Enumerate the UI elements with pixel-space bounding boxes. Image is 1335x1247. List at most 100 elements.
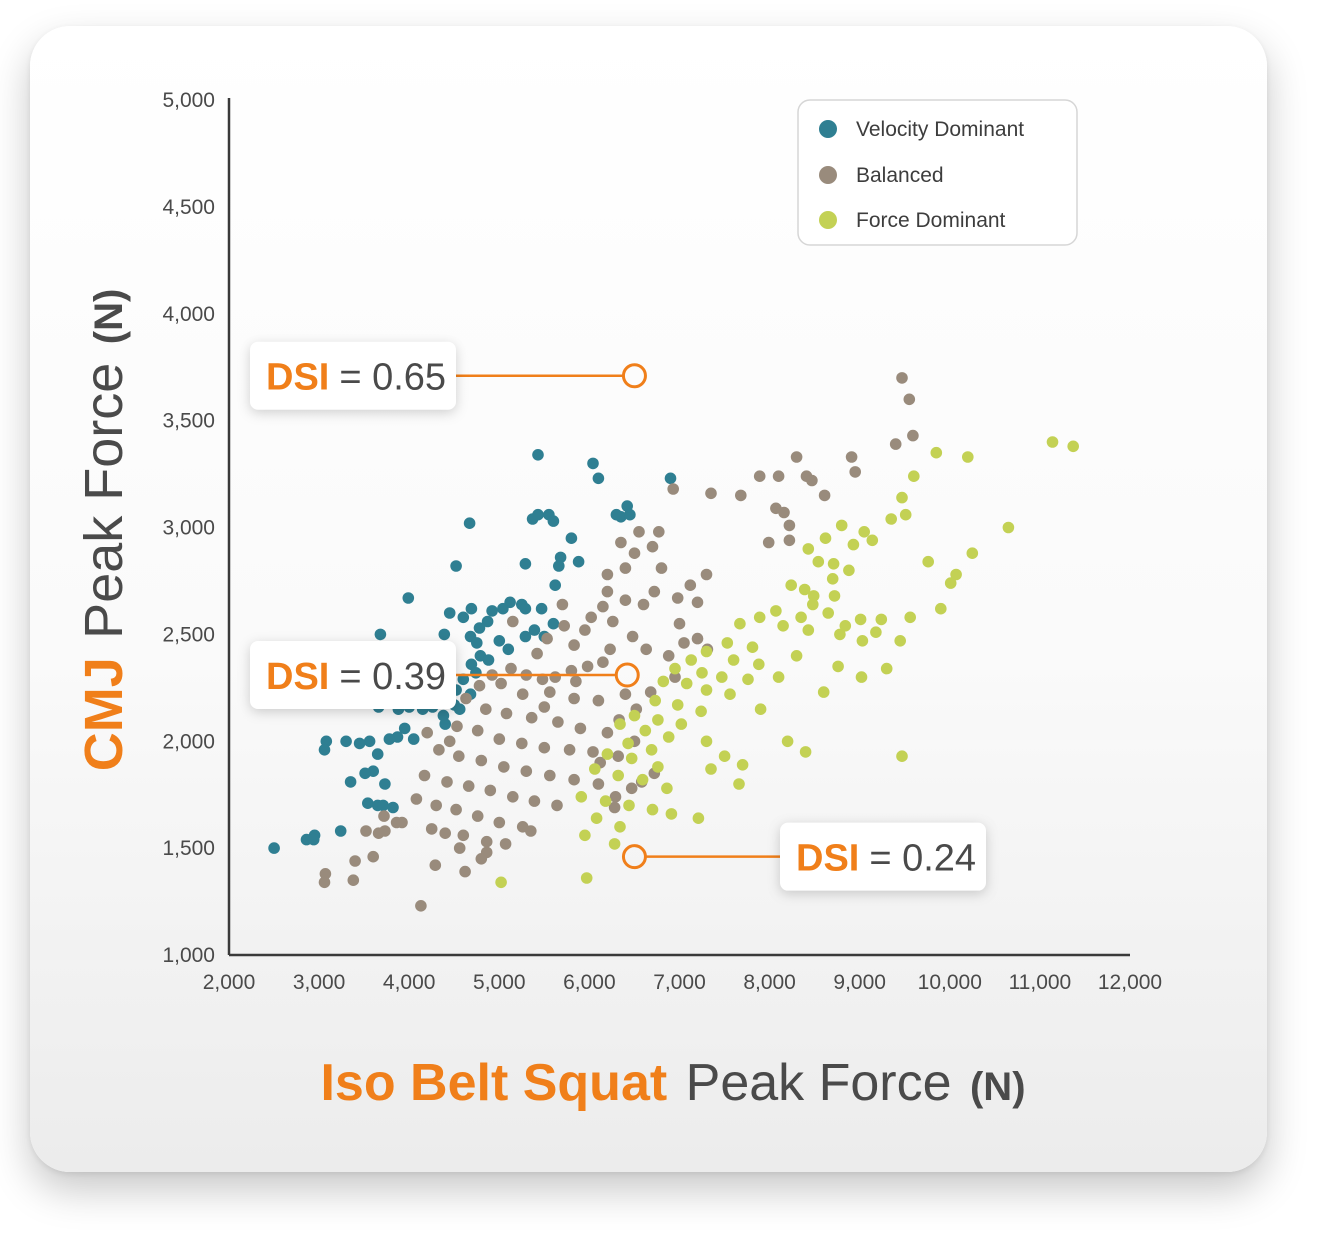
x-axis-title-rest: Peak Force xyxy=(686,1054,952,1112)
data-point xyxy=(622,737,634,750)
data-point xyxy=(374,628,387,641)
x-tick-label: 4,000 xyxy=(383,971,436,994)
data-point xyxy=(551,799,563,812)
data-point xyxy=(554,551,567,564)
data-point xyxy=(790,451,803,463)
legend-label-force-dominant: Force Dominant xyxy=(856,209,1006,232)
data-point xyxy=(652,714,664,726)
axes: 2,000 3,000 4,000 5,000 6,000 7,000 8,000 9,000… xyxy=(162,89,1162,994)
data-point xyxy=(572,555,585,568)
data-point xyxy=(753,611,766,624)
data-point xyxy=(579,624,591,636)
data-point xyxy=(736,759,749,771)
data-point xyxy=(657,675,670,688)
data-point xyxy=(451,720,463,733)
data-point xyxy=(866,534,879,547)
data-point xyxy=(528,624,541,636)
data-point xyxy=(604,643,616,656)
data-point xyxy=(671,592,684,604)
data-point xyxy=(465,658,478,671)
data-point xyxy=(753,470,766,483)
data-point xyxy=(500,707,513,720)
data-point xyxy=(855,671,868,683)
data-point xyxy=(696,667,708,679)
dsi-label-value: = 0.39 xyxy=(339,656,446,698)
data-point xyxy=(482,654,495,666)
data-point xyxy=(608,801,621,814)
data-point xyxy=(565,532,578,544)
data-point xyxy=(664,472,677,485)
data-point xyxy=(359,767,371,780)
data-point xyxy=(459,865,471,878)
data-point xyxy=(854,613,867,626)
data-point xyxy=(772,671,785,683)
data-point xyxy=(889,438,902,450)
data-point xyxy=(367,850,380,863)
data-point xyxy=(619,688,632,700)
data-point xyxy=(799,746,812,758)
data-point xyxy=(387,801,399,814)
data-point xyxy=(334,825,347,837)
data-point xyxy=(525,711,538,724)
data-point xyxy=(718,750,731,762)
data-point xyxy=(649,694,661,707)
dsi-label-box xyxy=(250,341,456,410)
x-tick-label: 7,000 xyxy=(653,971,706,994)
data-point xyxy=(429,859,442,871)
data-point xyxy=(558,620,570,632)
data-point xyxy=(581,660,594,673)
series-balanced xyxy=(318,372,919,912)
y-tick-label: 3,500 xyxy=(162,410,215,433)
data-point xyxy=(817,686,830,698)
data-point xyxy=(450,560,462,572)
data-point xyxy=(669,671,681,683)
x-axis-title: Iso Belt Squat Peak Force (N) xyxy=(320,1054,1025,1112)
x-tick-label: 6,000 xyxy=(563,971,616,994)
data-point xyxy=(700,568,713,581)
dsi-label: DSI = 0.39 xyxy=(266,656,446,698)
data-point xyxy=(493,816,506,829)
data-point xyxy=(753,658,765,671)
x-axis-title-unit: (N) xyxy=(970,1065,1026,1109)
data-point xyxy=(363,735,376,748)
data-point xyxy=(590,812,603,824)
data-point xyxy=(637,598,650,611)
data-point xyxy=(570,675,582,688)
data-point xyxy=(532,508,544,521)
dsi-label-value: = 0.24 xyxy=(869,838,976,880)
data-point xyxy=(398,722,411,735)
data-point xyxy=(471,810,484,822)
y-tick-label: 4,000 xyxy=(162,303,215,326)
data-point xyxy=(781,735,794,748)
data-point xyxy=(443,607,456,619)
data-point xyxy=(962,451,974,463)
data-point xyxy=(896,491,908,504)
data-point xyxy=(628,547,641,559)
data-point xyxy=(839,620,852,632)
data-point xyxy=(673,617,686,630)
data-point xyxy=(563,744,576,756)
data-point xyxy=(691,632,704,645)
x-tick-label: 8,000 xyxy=(743,971,796,994)
data-point xyxy=(360,825,372,837)
series-force-dominant xyxy=(495,436,1079,889)
data-point xyxy=(497,602,509,615)
legend: Velocity Dominant Balanced Force Dominan… xyxy=(797,99,1078,246)
data-point xyxy=(552,716,564,728)
data-point xyxy=(783,534,796,547)
data-point xyxy=(870,626,882,638)
data-point xyxy=(662,731,675,743)
data-point xyxy=(268,842,280,854)
data-point xyxy=(495,876,507,889)
data-point xyxy=(438,628,451,641)
data-point xyxy=(885,513,897,525)
data-point xyxy=(415,900,427,912)
data-point xyxy=(347,874,360,886)
data-point xyxy=(601,726,614,739)
data-point xyxy=(457,611,470,624)
data-point xyxy=(520,765,533,777)
y-tick-label: 1,000 xyxy=(162,944,215,967)
data-point xyxy=(418,769,431,782)
data-point xyxy=(639,724,652,737)
data-point xyxy=(614,718,626,730)
